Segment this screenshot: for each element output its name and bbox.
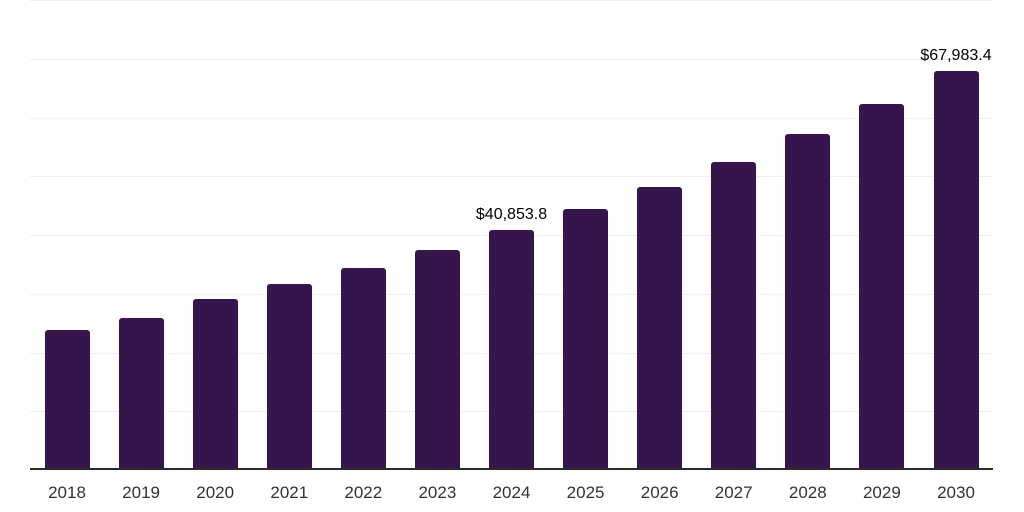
bar-2021 [266,284,312,470]
bar-2024 [489,230,534,470]
bar-2018 [44,330,90,470]
x-tick-label-2020: 2020 [196,483,235,502]
x-tick-label-2029: 2029 [862,483,901,502]
x-tick-label-2025: 2025 [566,483,605,502]
bar-2025 [563,209,609,470]
x-axis-labels: 2018 2019 2020 2021 2022 2023 2024 2025 2026 2027… [30,484,993,504]
x-tick-label-2022: 2022 [344,483,383,502]
data-label-2024: $40,853.8 [475,206,548,223]
bar-2026 [637,187,683,470]
x-tick-label-2030: 2030 [937,483,975,502]
x-tick-label-2026: 2026 [640,483,679,502]
gridline-70000 [30,59,993,60]
bar-2027 [711,162,757,470]
x-tick-label-2018: 2018 [48,483,86,502]
gridline-50000 [30,176,993,177]
bar-2030 [933,70,979,470]
x-tick-label-2027: 2027 [714,483,753,502]
bar-2029 [859,104,905,470]
x-axis-line [30,468,993,470]
x-tick-label-2019: 2019 [122,483,161,502]
bar-2022 [340,267,386,470]
x-tick-label-2021: 2021 [270,483,309,502]
data-label-2030: $67,983.4 [920,46,992,64]
x-tick-label-2023: 2023 [418,483,457,502]
gridline-80000 [30,0,993,1]
bar-2019 [118,318,164,470]
gridline-60000 [30,118,993,119]
x-tick-label-2028: 2028 [788,483,827,502]
bar-2023 [414,250,460,470]
bar-2028 [785,133,831,470]
x-tick-label-2024: 2024 [492,483,531,502]
bar-2020 [192,298,238,470]
plot-area: $40,853.8 $67,983.4 [30,0,993,470]
